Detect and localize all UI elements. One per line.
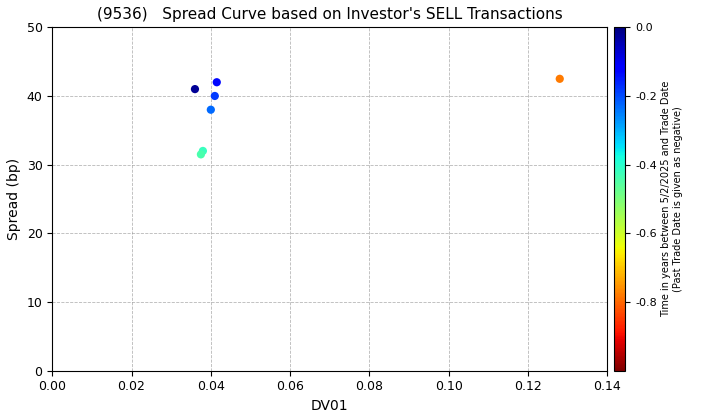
Title: (9536)   Spread Curve based on Investor's SELL Transactions: (9536) Spread Curve based on Investor's … [97, 7, 562, 22]
Point [211, 79, 222, 86]
Point [205, 106, 217, 113]
Point [197, 147, 209, 154]
Point [554, 76, 565, 82]
X-axis label: DV01: DV01 [311, 399, 348, 413]
Point [195, 151, 207, 158]
Y-axis label: Time in years between 5/2/2025 and Trade Date
(Past Trade Date is given as negat: Time in years between 5/2/2025 and Trade… [661, 81, 683, 317]
Point [209, 93, 220, 100]
Y-axis label: Spread (bp): Spread (bp) [7, 158, 21, 240]
Point [189, 86, 201, 92]
